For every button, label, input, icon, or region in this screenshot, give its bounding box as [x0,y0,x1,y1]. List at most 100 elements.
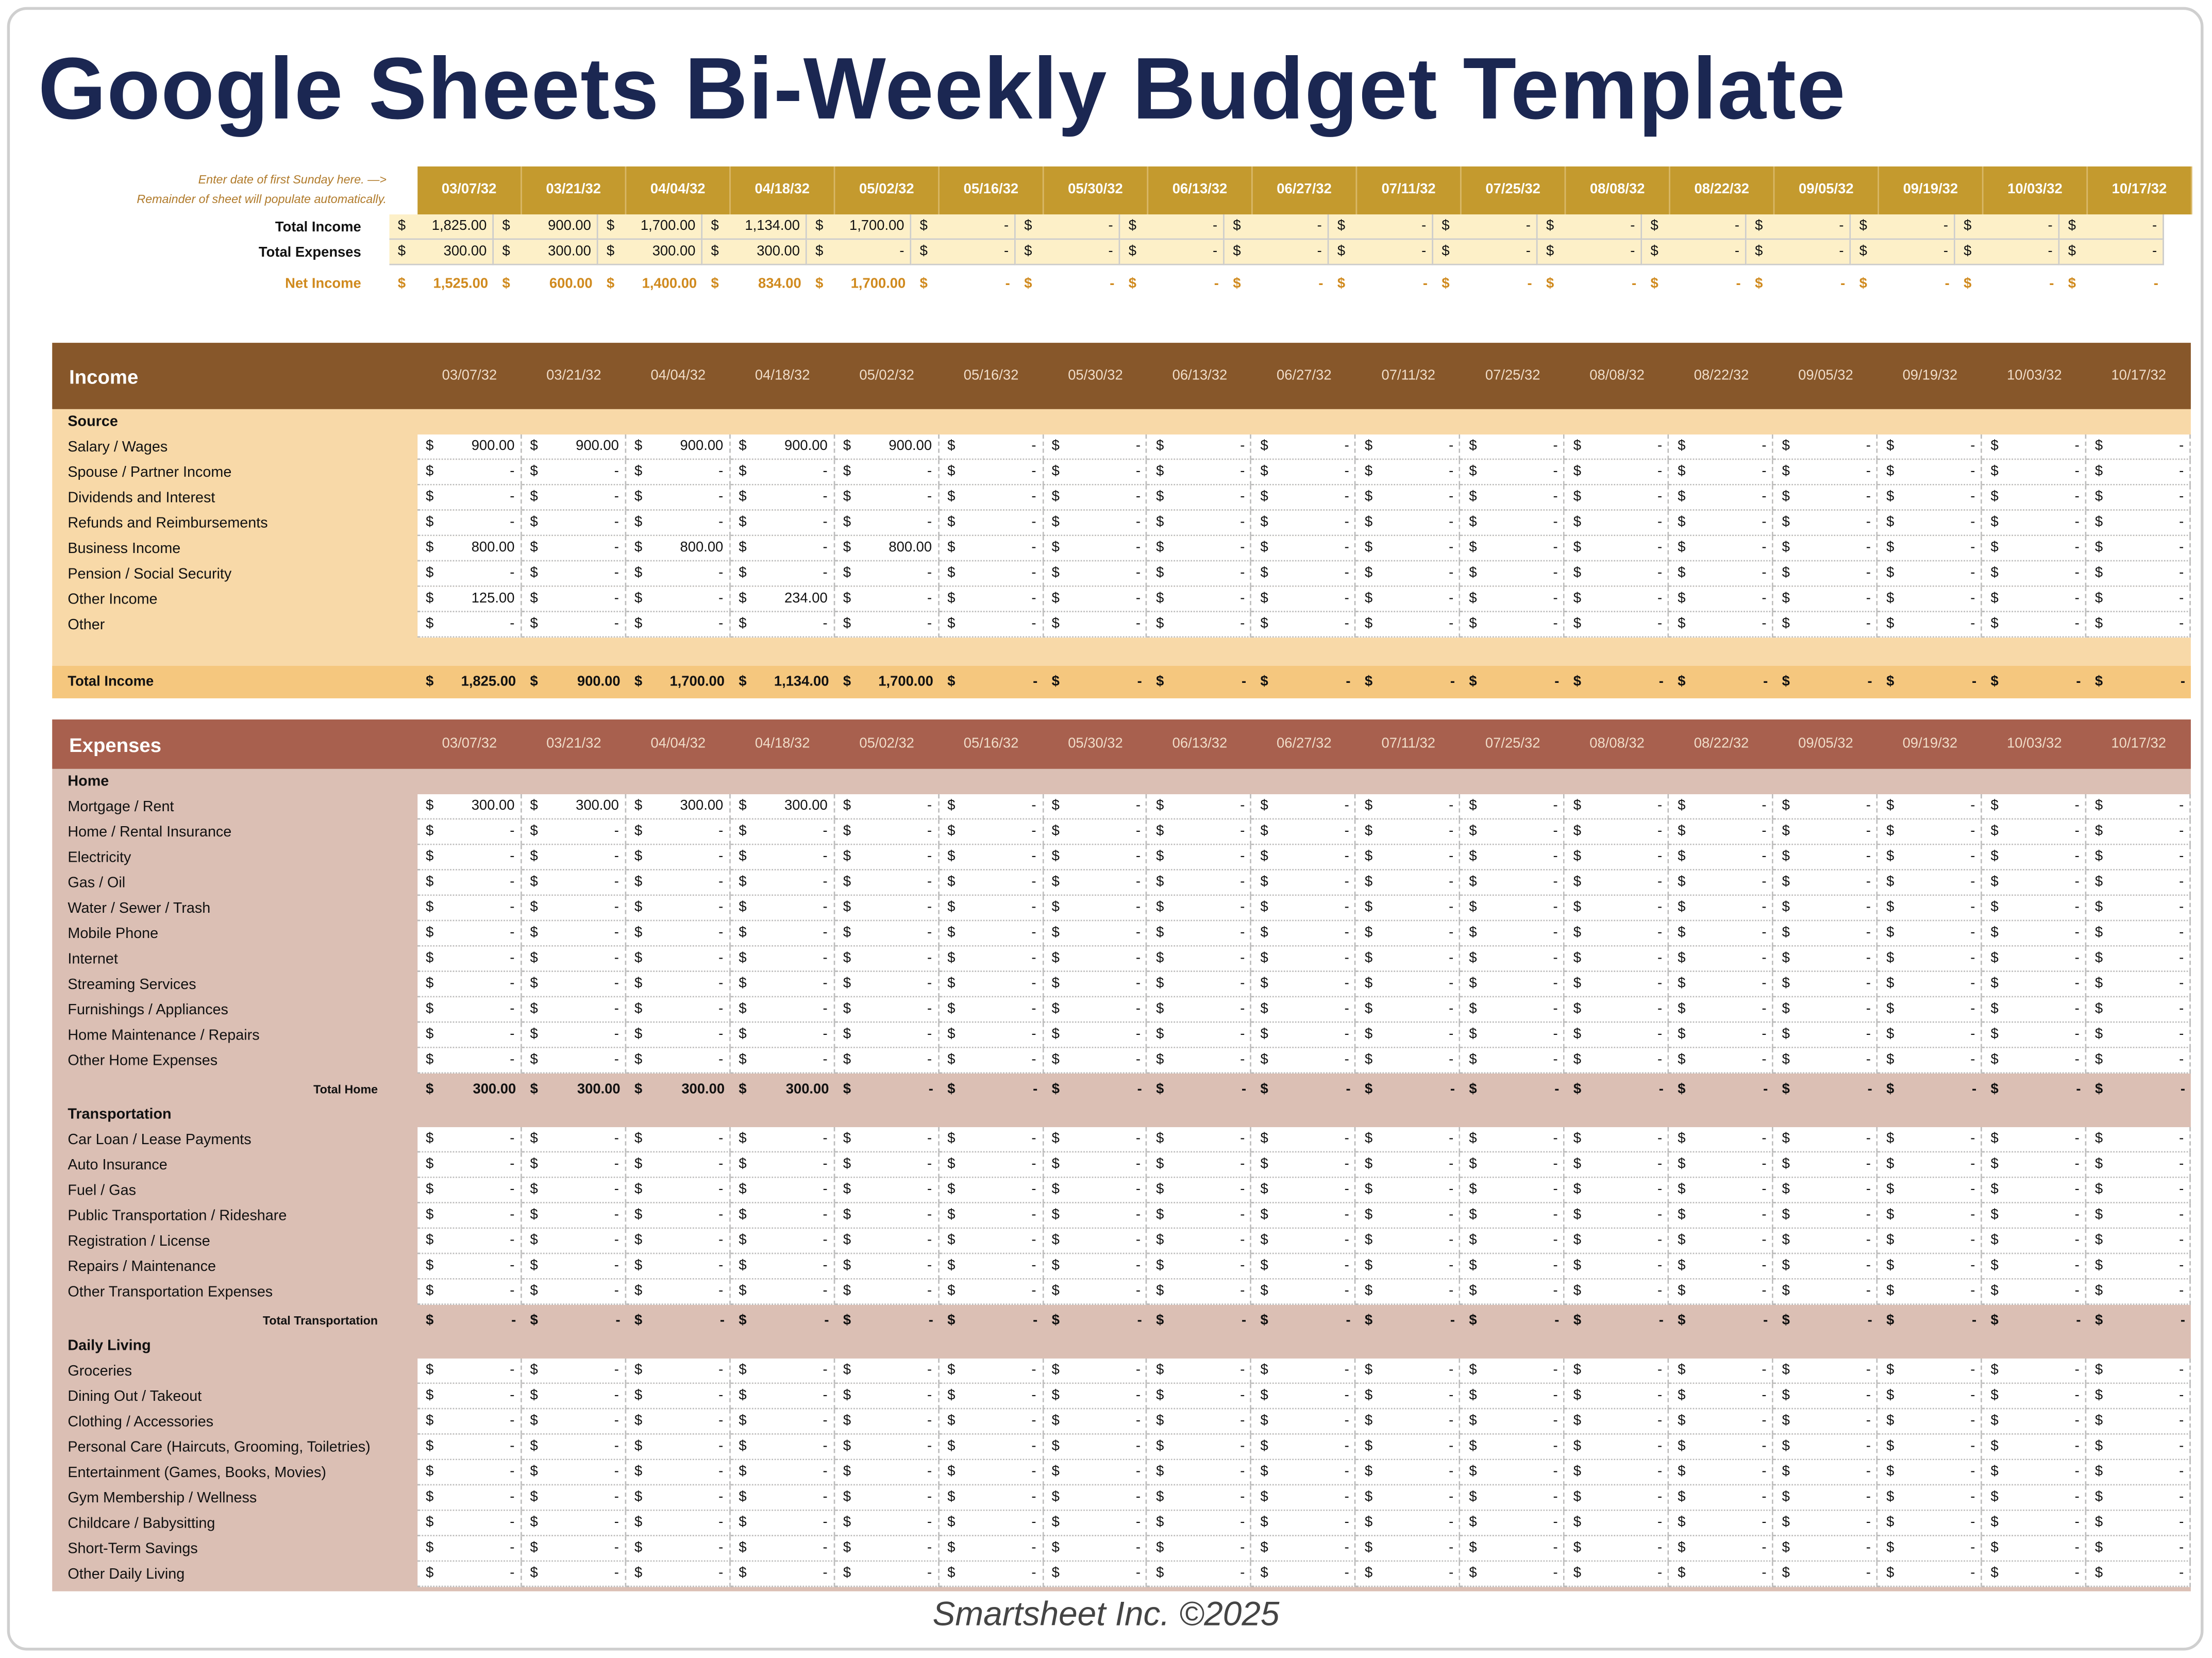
amount-cell[interactable]: $ - [1982,1511,2087,1536]
amount-cell[interactable]: $ - [626,485,730,511]
amount-cell[interactable]: $ - [834,1178,939,1203]
amount-cell[interactable]: $ - [1982,1152,2087,1178]
amount-cell[interactable]: $ - [522,1434,626,1461]
amount-cell[interactable]: $ - [2086,870,2191,896]
amount-cell[interactable]: $900.00 [626,434,730,460]
amount-cell[interactable]: $ - [939,1279,1044,1305]
amount-cell[interactable]: $ - [1878,921,1983,947]
amount-cell[interactable]: $ - [626,1562,730,1587]
amount-cell[interactable]: $ - [1356,1536,1461,1562]
amount-cell[interactable]: $ - [1878,1178,1983,1203]
amount-cell[interactable]: $ - [1252,587,1356,612]
amount-cell[interactable]: $ - [522,1409,626,1435]
amount-cell[interactable]: $ - [1356,997,1461,1023]
amount-cell[interactable]: $ - [626,1229,730,1254]
amount-cell[interactable]: $ - [1043,1562,1148,1587]
amount-cell[interactable]: $ - [1773,587,1878,612]
amount-cell[interactable]: $ - [2086,1536,2191,1562]
amount-cell[interactable]: $ - [417,972,522,998]
amount-cell[interactable]: $ - [1773,1048,1878,1074]
amount-cell[interactable]: $234.00 [730,587,835,612]
amount-cell[interactable]: $ - [834,1434,939,1461]
amount-cell[interactable]: $ - [1147,896,1252,922]
amount-cell[interactable]: $ - [1982,612,2087,638]
amount-cell[interactable]: $ - [626,972,730,998]
amount-cell[interactable]: $ - [730,1229,835,1254]
amount-cell[interactable]: $ - [1669,1485,1774,1511]
amount-cell[interactable]: $ - [1878,1203,1983,1229]
amount-cell[interactable]: $ - [1043,1460,1148,1486]
amount-cell[interactable]: $ - [1460,434,1565,460]
amount-cell[interactable]: $ - [626,997,730,1023]
amount-cell[interactable]: $ - [1043,972,1148,998]
amount-cell[interactable]: $ - [626,1152,730,1178]
amount-cell[interactable]: $ - [1878,972,1983,998]
amount-cell[interactable]: $ - [1460,1279,1565,1305]
amount-cell[interactable]: $ - [834,1048,939,1074]
amount-cell[interactable]: $ - [1356,794,1461,820]
amount-cell[interactable]: $ - [1565,972,1669,998]
amount-cell[interactable]: $ - [626,845,730,870]
amount-cell[interactable]: $ - [1773,1178,1878,1203]
amount-cell[interactable]: $ - [730,845,835,870]
amount-cell[interactable]: $ - [2086,561,2191,587]
amount-cell[interactable]: $ - [1982,1279,2087,1305]
amount-cell[interactable]: $ - [1252,1434,1356,1461]
amount-cell[interactable]: $ - [1043,460,1148,485]
amount-cell[interactable]: $ - [1669,845,1774,870]
amount-cell[interactable]: $ - [1356,1023,1461,1048]
amount-cell[interactable]: $ - [2086,510,2191,537]
amount-cell[interactable]: $ - [1460,1152,1565,1178]
amount-cell[interactable]: $ - [1773,1434,1878,1461]
amount-cell[interactable]: $ - [1565,1536,1669,1562]
amount-cell[interactable]: $ - [939,1048,1044,1074]
amount-cell[interactable]: $ - [1669,460,1774,485]
amount-cell[interactable]: $ - [1773,1511,1878,1536]
amount-cell[interactable]: $ - [2086,587,2191,612]
amount-cell[interactable]: $ - [1878,612,1983,638]
amount-cell[interactable]: $ - [1460,1358,1565,1384]
amount-cell[interactable]: $ - [834,972,939,998]
amount-cell[interactable]: $ - [1043,1434,1148,1461]
amount-cell[interactable]: $ - [522,587,626,612]
amount-cell[interactable]: $ - [1982,1254,2087,1280]
amount-cell[interactable]: $ - [1043,1048,1148,1074]
amount-cell[interactable]: $ - [1669,946,1774,972]
amount-cell[interactable]: $ - [522,972,626,998]
amount-cell[interactable]: $ - [1252,434,1356,460]
amount-cell[interactable]: $ - [1356,485,1461,511]
amount-cell[interactable]: $ - [730,946,835,972]
amount-cell[interactable]: $ - [939,1485,1044,1511]
amount-cell[interactable]: $ - [626,946,730,972]
amount-cell[interactable]: $800.00 [626,536,730,562]
amount-cell[interactable]: $ - [834,485,939,511]
amount-cell[interactable]: $ - [1147,845,1252,870]
amount-cell[interactable]: $ - [522,870,626,896]
amount-cell[interactable]: $ - [1252,1178,1356,1203]
amount-cell[interactable]: $ - [939,460,1044,485]
amount-cell[interactable]: $ - [1252,1023,1356,1048]
amount-cell[interactable]: $ - [417,1048,522,1074]
amount-cell[interactable]: $ - [1252,921,1356,947]
amount-cell[interactable]: $ - [1252,819,1356,845]
amount-cell[interactable]: $ - [730,1152,835,1178]
amount-cell[interactable]: $ - [1565,1409,1669,1435]
amount-cell[interactable]: $ - [1669,1203,1774,1229]
amount-cell[interactable]: $ - [1356,460,1461,485]
amount-cell[interactable]: $ - [1460,896,1565,922]
amount-cell[interactable]: $ - [417,1536,522,1562]
amount-cell[interactable]: $ - [1252,845,1356,870]
amount-cell[interactable]: $ - [1565,997,1669,1023]
amount-cell[interactable]: $ - [522,1048,626,1074]
amount-cell[interactable]: $ - [1356,536,1461,562]
amount-cell[interactable]: $ - [522,612,626,638]
amount-cell[interactable]: $ - [730,1203,835,1229]
amount-cell[interactable]: $ - [1460,921,1565,947]
amount-cell[interactable]: $ - [1565,845,1669,870]
amount-cell[interactable]: $ - [1460,1203,1565,1229]
amount-cell[interactable]: $ - [1252,870,1356,896]
amount-cell[interactable]: $ - [730,1048,835,1074]
amount-cell[interactable]: $ - [522,845,626,870]
amount-cell[interactable]: $ - [1252,1152,1356,1178]
amount-cell[interactable]: $ - [1147,921,1252,947]
